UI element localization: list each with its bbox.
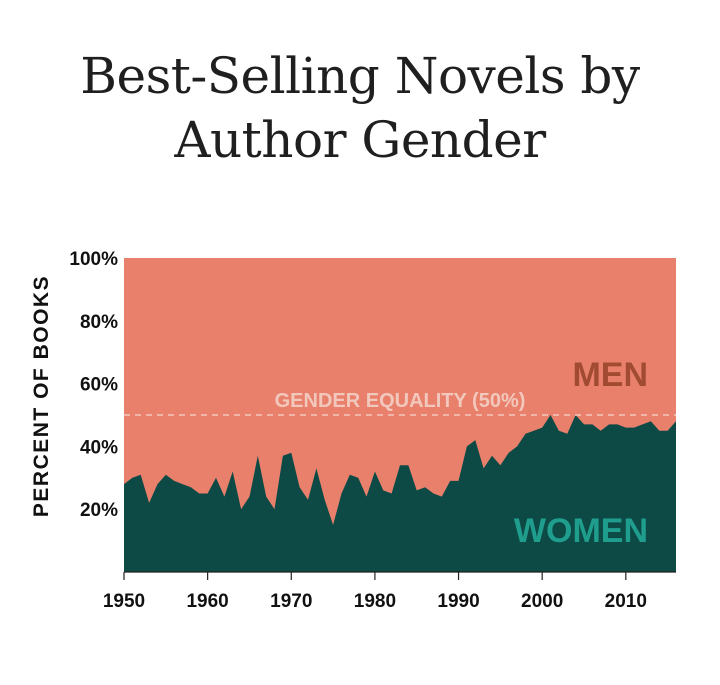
women-series-label: WOMEN: [514, 512, 648, 550]
x-tick-label: 1960: [186, 591, 228, 612]
y-tick-label: 80%: [80, 312, 118, 333]
y-axis-label: PERCENT OF BOOKS: [30, 275, 53, 517]
y-tick-label: 40%: [80, 437, 118, 458]
x-tick-label: 1950: [103, 591, 145, 612]
x-tick-label: 2010: [605, 591, 647, 612]
chart-title-line-1: Best-Selling Novels by: [80, 47, 640, 105]
gender-equality-label: GENDER EQUALITY (50%): [275, 390, 526, 412]
y-axis-ticks: 20% 40% 60% 80% 100%: [69, 249, 118, 521]
x-axis-ticks: 1950 1960 1970 1980 1990 2000 2010: [103, 572, 647, 612]
chart-title-line-2: Author Gender: [174, 111, 546, 169]
men-series-label: MEN: [572, 356, 648, 394]
x-tick-label: 1970: [270, 591, 312, 612]
x-tick-label: 1980: [354, 591, 396, 612]
x-tick-label: 1990: [437, 591, 479, 612]
women-area: [124, 415, 676, 572]
y-tick-label: 100%: [69, 249, 118, 270]
y-tick-label: 20%: [80, 500, 118, 521]
chart-title: Best-Selling Novels by Author Gender: [0, 44, 720, 172]
y-tick-label: 60%: [80, 375, 118, 396]
x-tick-label: 2000: [521, 591, 563, 612]
